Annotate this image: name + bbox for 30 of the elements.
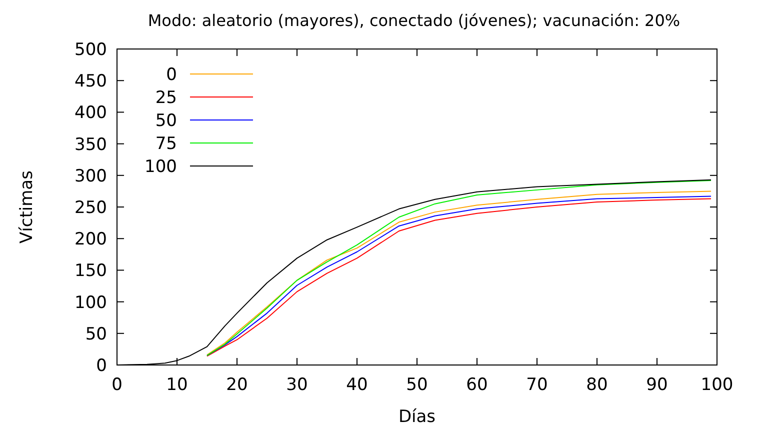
x-tick-label: 20	[226, 375, 248, 395]
y-tick-label: 450	[74, 72, 107, 92]
x-tick-label: 100	[700, 375, 734, 395]
x-tick-label: 80	[586, 375, 608, 395]
legend-label: 100	[144, 157, 177, 177]
y-tick-label: 250	[74, 198, 107, 218]
x-tick-label: 0	[112, 375, 122, 395]
y-tick-label: 300	[74, 166, 107, 186]
legend-label: 75	[155, 134, 177, 154]
x-tick-label: 10	[166, 375, 188, 395]
legend-label: 25	[155, 88, 177, 108]
y-tick-label: 350	[74, 134, 107, 155]
legend-label: 0	[166, 65, 177, 85]
y-tick-label: 150	[74, 261, 107, 282]
y-tick-label: 400	[74, 103, 107, 124]
y-tick-label: 50	[85, 324, 107, 344]
x-axis-title: Días	[398, 407, 436, 427]
legend-label: 50	[155, 111, 177, 131]
x-tick-label: 70	[526, 375, 548, 395]
y-tick-label: 500	[74, 40, 107, 60]
x-tick-label: 50	[406, 375, 428, 395]
y-tick-label: 0	[96, 356, 107, 376]
x-tick-label: 90	[646, 375, 668, 395]
y-tick-label: 200	[74, 230, 107, 250]
x-tick-label: 40	[346, 375, 368, 395]
y-axis-title: Víctimas	[17, 170, 37, 244]
chart-title: Modo: aleatorio (mayores), conectado (jóvenes); vacunación: 20%	[148, 11, 680, 30]
x-tick-label: 30	[286, 375, 308, 395]
x-tick-label: 60	[466, 375, 488, 395]
y-tick-label: 100	[74, 292, 107, 313]
